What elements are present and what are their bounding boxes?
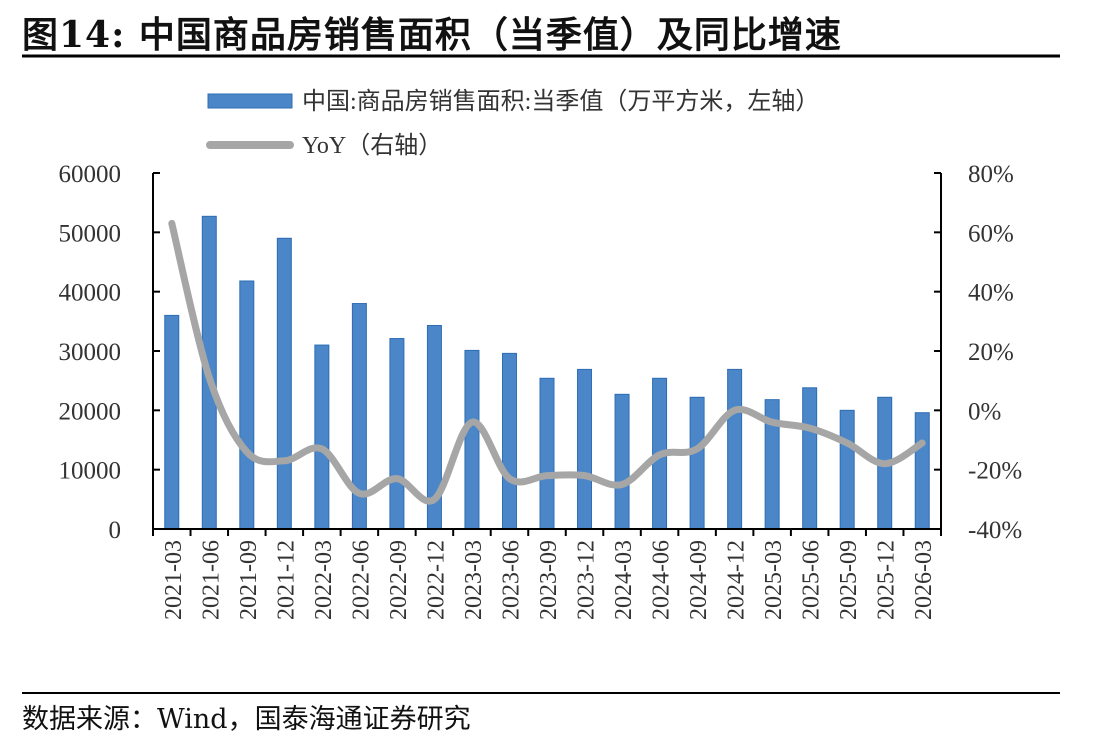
right-tick-label: 60% <box>968 220 1014 247</box>
legend-bar-label: 中国:商品房销售面积:当季值（万平方米，左轴） <box>302 88 819 115</box>
bar <box>239 280 255 530</box>
right-tick-label: 80% <box>968 161 1014 188</box>
x-tick-label: 2024-06 <box>649 540 675 620</box>
x-tick-label: 2023-06 <box>498 540 524 620</box>
x-tick-label: 2021-12 <box>273 540 299 620</box>
legend-line-label: YoY（右轴） <box>302 132 442 159</box>
bar <box>802 387 818 530</box>
x-tick-label: 2022-03 <box>311 540 337 620</box>
left-tick-label: 10000 <box>59 458 122 485</box>
left-tick-label: 30000 <box>59 339 122 366</box>
chart-title: 图14: 中国商品房销售面积（当季值）及同比增速 <box>22 14 842 56</box>
x-tick-label: 2022-09 <box>386 540 412 620</box>
x-tick-label: 2025-12 <box>874 540 900 620</box>
bar <box>501 352 517 530</box>
bar <box>914 412 930 530</box>
x-tick-label: 2024-03 <box>611 540 637 620</box>
bar <box>539 377 555 530</box>
x-tick-label: 2025-06 <box>799 540 825 620</box>
x-tick-label: 2022-12 <box>423 540 449 620</box>
line-layer <box>168 219 926 505</box>
legend: 中国:商品房销售面积:当季值（万平方米，左轴） YoY（右轴） <box>206 88 819 159</box>
left-tick-label: 50000 <box>59 220 122 247</box>
bar <box>464 349 480 530</box>
x-tick-label: 2023-03 <box>461 540 487 620</box>
bar <box>314 344 330 530</box>
left-tick-label: 60000 <box>59 161 122 188</box>
x-tick-label: 2022-06 <box>348 540 374 620</box>
right-tick-label: -20% <box>968 458 1022 485</box>
legend-bar-swatch <box>207 93 293 109</box>
rules-layer <box>22 54 1060 694</box>
bar <box>577 368 593 530</box>
bar <box>389 338 405 530</box>
bar <box>614 393 630 530</box>
bar <box>689 396 705 530</box>
right-tick-label: 40% <box>968 280 1014 307</box>
bar <box>164 314 180 530</box>
x-tick-label: 2023-09 <box>536 540 562 620</box>
right-tick-label: 0% <box>968 398 1001 425</box>
x-tick-label: 2021-03 <box>161 540 187 620</box>
yoy-line <box>168 219 926 505</box>
axes-layer: 0 -40% 10000 -20% 20000 0% 30000 20% 40000 40% 500… <box>59 161 1023 620</box>
x-tick-label: 2024-12 <box>724 540 750 620</box>
bars-layer <box>164 215 930 530</box>
bar <box>727 368 743 530</box>
right-tick-label: -40% <box>968 517 1022 544</box>
x-tick-label: 2024-09 <box>686 540 712 620</box>
x-tick-label: 2026-03 <box>911 540 937 620</box>
x-tick-label: 2025-09 <box>836 540 862 620</box>
bar <box>839 409 855 530</box>
x-tick-label: 2025-03 <box>761 540 787 620</box>
left-tick-label: 0 <box>109 517 122 544</box>
source-note: 数据来源：Wind，国泰海通证券研究 <box>22 704 471 735</box>
x-tick-label: 2021-06 <box>198 540 224 620</box>
x-tick-label: 2023-12 <box>574 540 600 620</box>
left-tick-label: 20000 <box>59 398 122 425</box>
left-tick-label: 40000 <box>59 280 122 307</box>
x-tick-label: 2021-09 <box>236 540 262 620</box>
right-tick-label: 20% <box>968 339 1014 366</box>
bar <box>276 237 292 530</box>
